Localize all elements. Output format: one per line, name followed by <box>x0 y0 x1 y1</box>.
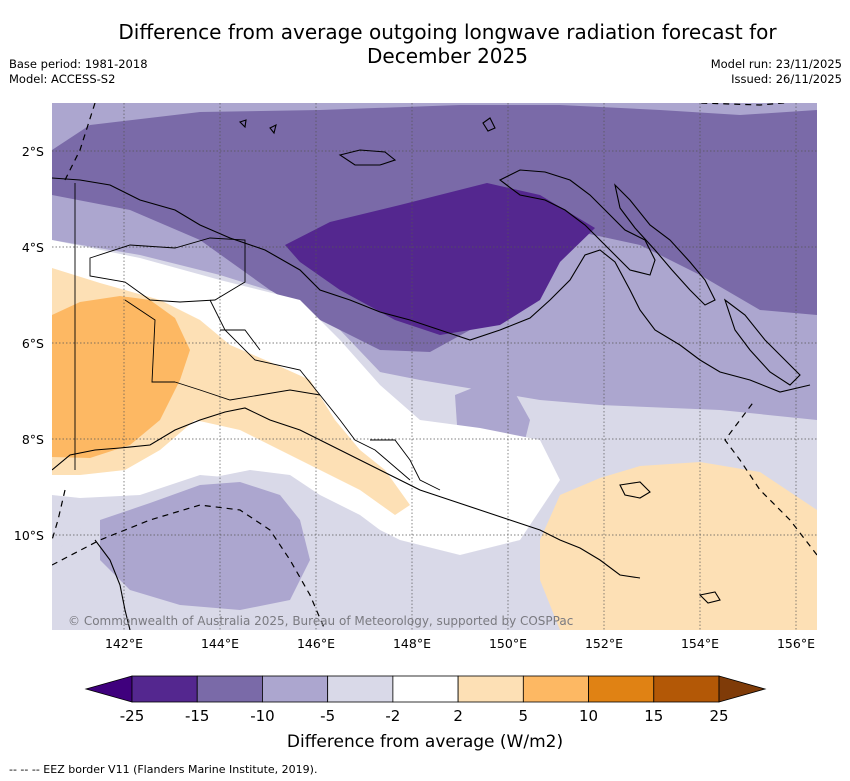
colorbar-swatch <box>588 675 655 703</box>
colorbar-extend-high <box>718 675 767 703</box>
band-lavender-south <box>100 482 310 610</box>
colorbar-swatch <box>522 675 589 703</box>
colorbar-tick-label: 5 <box>519 707 529 725</box>
band-pale-orange-east <box>540 462 817 630</box>
coastlines <box>52 117 811 630</box>
lat-label: 6°S <box>22 336 44 351</box>
eez-legend: -- -- -- EEZ border V11 (Flanders Marine… <box>9 763 318 776</box>
model-name: Model: ACCESS-S2 <box>9 72 116 86</box>
lon-label: 152°E <box>585 636 623 651</box>
lat-label: 10°S <box>14 528 44 543</box>
lon-label: 148°E <box>393 636 431 651</box>
colorbar-swatch <box>262 675 329 703</box>
colorbar-tick-label: 10 <box>579 707 598 725</box>
borders <box>74 183 441 491</box>
eez-borders <box>52 103 817 630</box>
colorbar-swatch <box>196 675 263 703</box>
colorbar-tick-label: -25 <box>120 707 145 725</box>
colorbar: -25 -15 -10 -5 -2 2 5 10 15 25 <box>84 675 767 725</box>
colorbar-tick-label: -15 <box>185 707 210 725</box>
lon-label: 150°E <box>489 636 527 651</box>
run-info: Model run: 23/11/2025 Issued: 26/11/2025 <box>711 57 842 87</box>
graticule <box>52 103 817 630</box>
lat-label: 2°S <box>22 144 44 159</box>
copyright-notice: © Commonwealth of Australia 2025, Bureau… <box>68 614 574 628</box>
band-deep-purple <box>285 183 595 335</box>
colorbar-tick-label: 15 <box>644 707 663 725</box>
map-panel <box>52 103 817 630</box>
model-run: Model run: 23/11/2025 <box>710 57 842 71</box>
colorbar-tick-label: 2 <box>453 707 463 725</box>
title-line-1: Difference from average outgoing longwav… <box>118 20 777 44</box>
colorbar-swatch <box>131 675 198 703</box>
title-line-2: December 2025 <box>367 44 528 68</box>
colorbar-swatch <box>392 675 459 703</box>
axis-labels: 2°S 4°S 6°S 8°S 10°S 142°E 144°E 146°E 1… <box>14 144 815 651</box>
colorbar-tick-label: -2 <box>385 707 400 725</box>
colorbar-tick-label: -10 <box>250 707 275 725</box>
lon-label: 156°E <box>777 636 815 651</box>
colorbar-swatch <box>457 675 524 703</box>
colorbar-tick-label: 25 <box>709 707 728 725</box>
lat-label: 8°S <box>22 432 44 447</box>
colorbar-extend-low <box>84 675 133 703</box>
base-period: Base period: 1981-2018 <box>9 57 148 71</box>
colorbar-swatch <box>653 675 720 703</box>
lon-label: 142°E <box>105 636 143 651</box>
lon-label: 146°E <box>297 636 335 651</box>
model-info: Base period: 1981-2018 Model: ACCESS-S2 <box>9 57 148 87</box>
colorbar-tick-label: -5 <box>320 707 335 725</box>
band-orange-west <box>52 296 190 458</box>
issued-date: Issued: 26/11/2025 <box>731 72 842 86</box>
lon-label: 144°E <box>201 636 239 651</box>
map-title: Difference from average outgoing longwav… <box>90 20 805 68</box>
colorbar-label: Difference from average (W/m2) <box>287 732 563 752</box>
colorbar-swatch <box>327 675 394 703</box>
lat-label: 4°S <box>22 240 44 255</box>
lon-label: 154°E <box>681 636 719 651</box>
